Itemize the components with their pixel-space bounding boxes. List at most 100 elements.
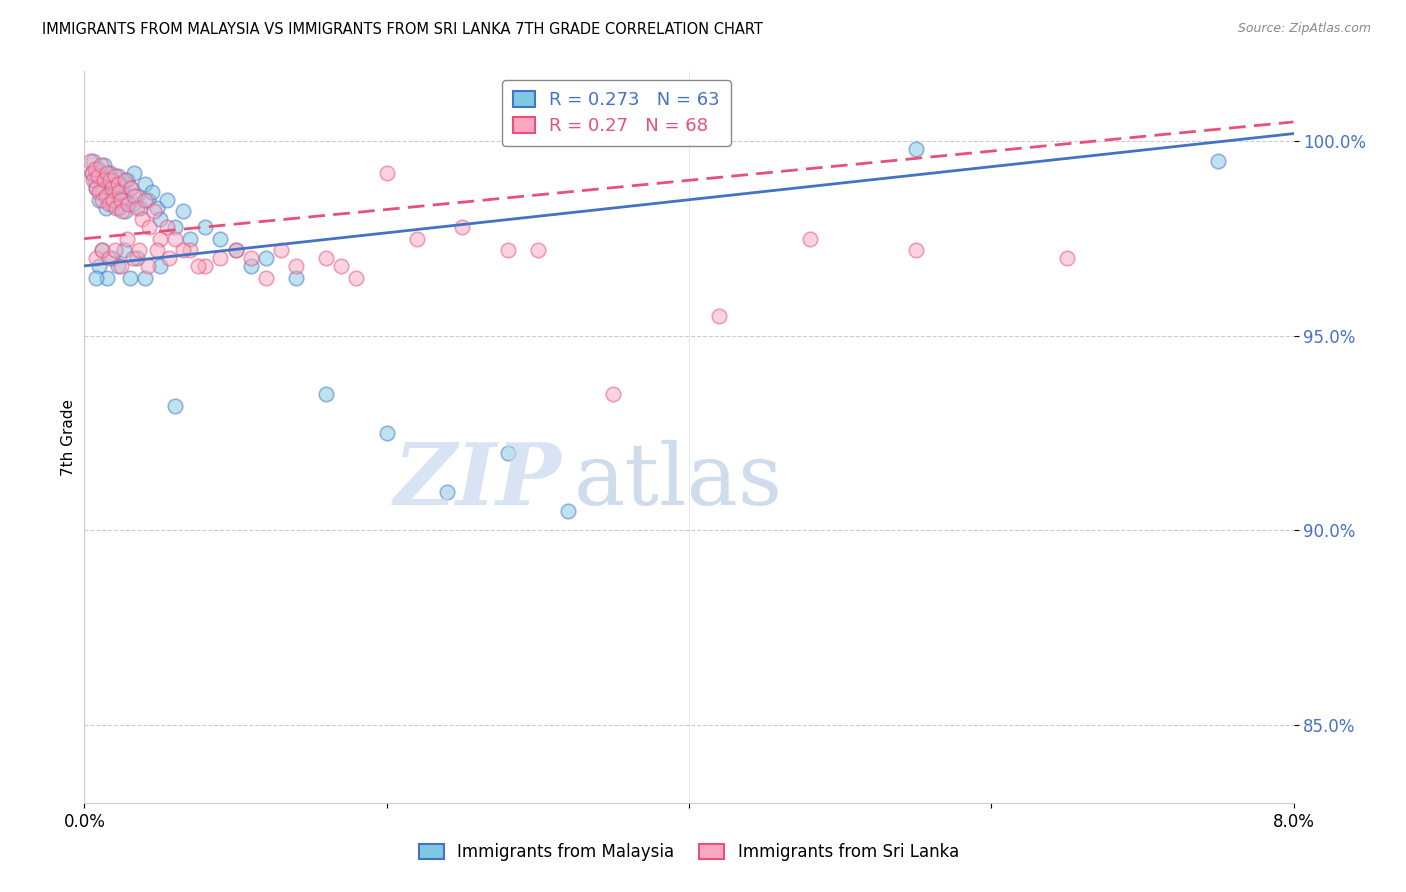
Point	[108, 201, 131, 215]
Point	[112, 193, 135, 207]
Point	[79, 153, 101, 168]
Point	[134, 270, 156, 285]
Point	[111, 204, 134, 219]
Point	[138, 219, 160, 234]
Point	[107, 177, 129, 191]
Point	[165, 399, 187, 413]
Legend: Immigrants from Malaysia, Immigrants from Sri Lanka: Immigrants from Malaysia, Immigrants fro…	[412, 837, 966, 868]
Point	[451, 219, 474, 234]
Point	[100, 251, 122, 265]
Point	[91, 244, 114, 258]
Point	[436, 484, 458, 499]
Point	[114, 173, 136, 187]
Point	[108, 185, 131, 199]
Point	[127, 189, 149, 203]
Point	[270, 244, 292, 258]
Point	[602, 387, 624, 401]
Point	[121, 196, 143, 211]
Point	[114, 204, 136, 219]
Point	[141, 185, 163, 199]
Point	[82, 153, 104, 168]
Point	[134, 177, 156, 191]
Point	[110, 259, 132, 273]
Point	[80, 165, 103, 179]
Point	[115, 173, 138, 187]
Point	[134, 193, 156, 207]
Point	[97, 189, 120, 203]
Point	[110, 193, 132, 207]
Point	[142, 204, 165, 219]
Point	[284, 270, 308, 285]
Point	[82, 173, 104, 187]
Point	[157, 251, 180, 265]
Point	[104, 181, 127, 195]
Point	[1056, 251, 1078, 265]
Point	[225, 244, 247, 258]
Point	[89, 259, 111, 273]
Point	[127, 201, 149, 215]
Point	[346, 270, 368, 285]
Point	[104, 244, 127, 258]
Point	[904, 142, 927, 156]
Point	[254, 251, 277, 265]
Point	[101, 193, 124, 207]
Point	[93, 158, 115, 172]
Point	[194, 219, 217, 234]
Point	[86, 251, 108, 265]
Point	[90, 158, 112, 172]
Point	[100, 196, 122, 211]
Point	[80, 165, 103, 179]
Point	[194, 259, 217, 273]
Point	[179, 232, 201, 246]
Point	[89, 193, 111, 207]
Point	[107, 259, 129, 273]
Point	[93, 173, 115, 187]
Point	[84, 161, 107, 176]
Point	[315, 387, 337, 401]
Point	[496, 445, 519, 459]
Point	[115, 232, 138, 246]
Point	[496, 244, 519, 258]
Point	[86, 181, 108, 195]
Point	[86, 181, 108, 195]
Point	[100, 181, 122, 195]
Point	[149, 259, 172, 273]
Point	[239, 259, 262, 273]
Point	[122, 189, 145, 203]
Point	[96, 173, 118, 187]
Point	[121, 251, 143, 265]
Point	[1206, 153, 1229, 168]
Point	[146, 244, 169, 258]
Point	[87, 169, 110, 184]
Point	[709, 310, 731, 324]
Point	[527, 244, 550, 258]
Point	[904, 244, 927, 258]
Point	[94, 201, 117, 215]
Point	[128, 244, 150, 258]
Point	[129, 201, 152, 215]
Point	[146, 201, 169, 215]
Point	[149, 232, 172, 246]
Point	[107, 169, 129, 184]
Point	[799, 232, 821, 246]
Point	[179, 244, 201, 258]
Text: Source: ZipAtlas.com: Source: ZipAtlas.com	[1237, 22, 1371, 36]
Point	[209, 251, 232, 265]
Point	[375, 426, 398, 441]
Point	[105, 201, 128, 215]
Point	[104, 169, 127, 184]
Point	[330, 259, 353, 273]
Point	[101, 173, 124, 187]
Point	[127, 251, 149, 265]
Point	[254, 270, 277, 285]
Text: IMMIGRANTS FROM MALAYSIA VS IMMIGRANTS FROM SRI LANKA 7TH GRADE CORRELATION CHAR: IMMIGRANTS FROM MALAYSIA VS IMMIGRANTS F…	[42, 22, 763, 37]
Point	[84, 173, 107, 187]
Point	[90, 169, 112, 184]
Point	[136, 259, 159, 273]
Point	[172, 244, 194, 258]
Point	[156, 219, 179, 234]
Point	[87, 161, 110, 176]
Point	[118, 270, 141, 285]
Point	[156, 193, 179, 207]
Point	[97, 196, 120, 211]
